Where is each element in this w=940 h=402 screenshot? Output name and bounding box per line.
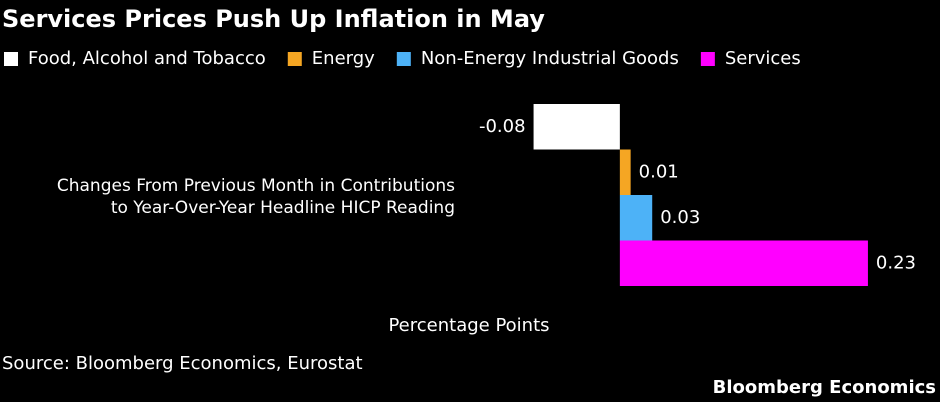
bar — [619, 195, 653, 241]
legend-label: Services — [725, 48, 801, 69]
bar — [619, 149, 631, 195]
legend-swatch — [700, 52, 715, 66]
source: Source: Bloomberg Economics, Eurostat — [2, 353, 363, 374]
bar — [619, 240, 868, 286]
legend-label: Energy — [312, 48, 375, 69]
legend-label: Food, Alcohol and Tobacco — [28, 48, 266, 69]
brand: Bloomberg Economics — [713, 377, 936, 398]
legend-swatch — [287, 52, 302, 66]
legend-swatch — [396, 52, 411, 66]
data-label: 0.01 — [639, 161, 679, 182]
bar — [533, 104, 620, 150]
chart-title: Services Prices Push Up Inflation in May — [2, 5, 545, 33]
data-label: 0.03 — [660, 207, 700, 228]
category-label: Changes From Previous Month in Contribut… — [56, 176, 455, 218]
data-label: -0.08 — [479, 116, 526, 137]
legend-swatch — [4, 52, 18, 66]
data-label: 0.23 — [876, 252, 916, 273]
legend-label: Non-Energy Industrial Goods — [421, 48, 679, 69]
x-axis-label: Percentage Points — [388, 315, 549, 336]
